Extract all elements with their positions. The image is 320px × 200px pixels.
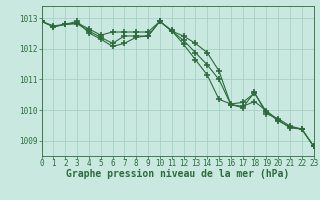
X-axis label: Graphe pression niveau de la mer (hPa): Graphe pression niveau de la mer (hPa) — [66, 169, 289, 179]
